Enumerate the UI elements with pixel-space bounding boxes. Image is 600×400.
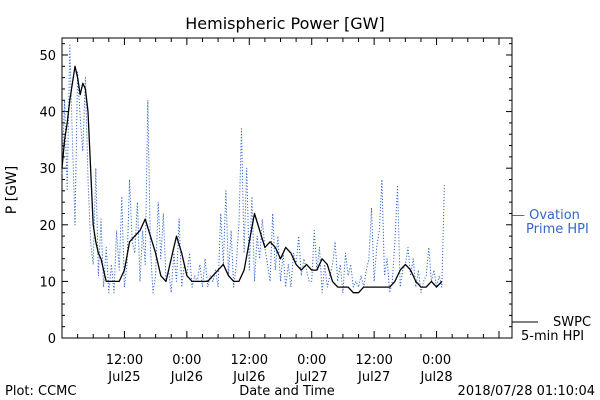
chart-title: Hemispheric Power [GW] [185,14,384,33]
x-tick-label-date: Jul26 [232,370,265,385]
x-tick-label-date: Jul27 [357,370,390,385]
x-tick-label-time: 12:00 [355,353,392,368]
legend-swpc-line2: 5-min HPI [521,329,584,344]
series-layer [61,43,445,294]
x-tick-label-date: Jul28 [419,370,452,385]
x-tick-label-date: Jul27 [295,370,328,385]
legend-ovation-line1: — Ovation [512,208,580,223]
x-tick-label-time: 0:00 [172,353,201,368]
plot-frame [61,37,513,339]
y-axis-label: P [GW] [4,166,20,215]
y-tick-label: 40 [39,106,56,121]
x-tick-label-time: 0:00 [422,353,451,368]
x-axis-label: Date and Time [239,384,335,399]
y-tick-label: 50 [39,49,56,64]
y-tick-label: 10 [39,275,56,290]
x-tick-label-time: 12:00 [231,353,268,368]
x-tick-label-time: 12:00 [106,353,143,368]
y-tick-label: 20 [39,219,56,234]
plot-timestamp: 2018/07/28 01:10:04 [458,384,595,399]
legend-swpc-line1: SWPC [553,315,591,330]
series-line-swpc [61,65,443,294]
x-tick-label-date: Jul25 [107,370,140,385]
x-tick-label-date: Jul26 [170,370,203,385]
x-axis: 12:00 Jul25 0:00 Jul26 12:00 Jul26 0:00 Jul27 12… [77,38,500,385]
legend-ovation-line2: Prime HPI [526,222,589,237]
x-tick-label-time: 0:00 [297,353,326,368]
y-tick-label: 30 [39,162,56,177]
y-axis: 0 10 20 30 40 50 [39,43,512,347]
plot-source: Plot: CCMC [5,384,76,399]
y-tick-label: 0 [48,332,56,347]
series-line-ovation [61,43,445,294]
